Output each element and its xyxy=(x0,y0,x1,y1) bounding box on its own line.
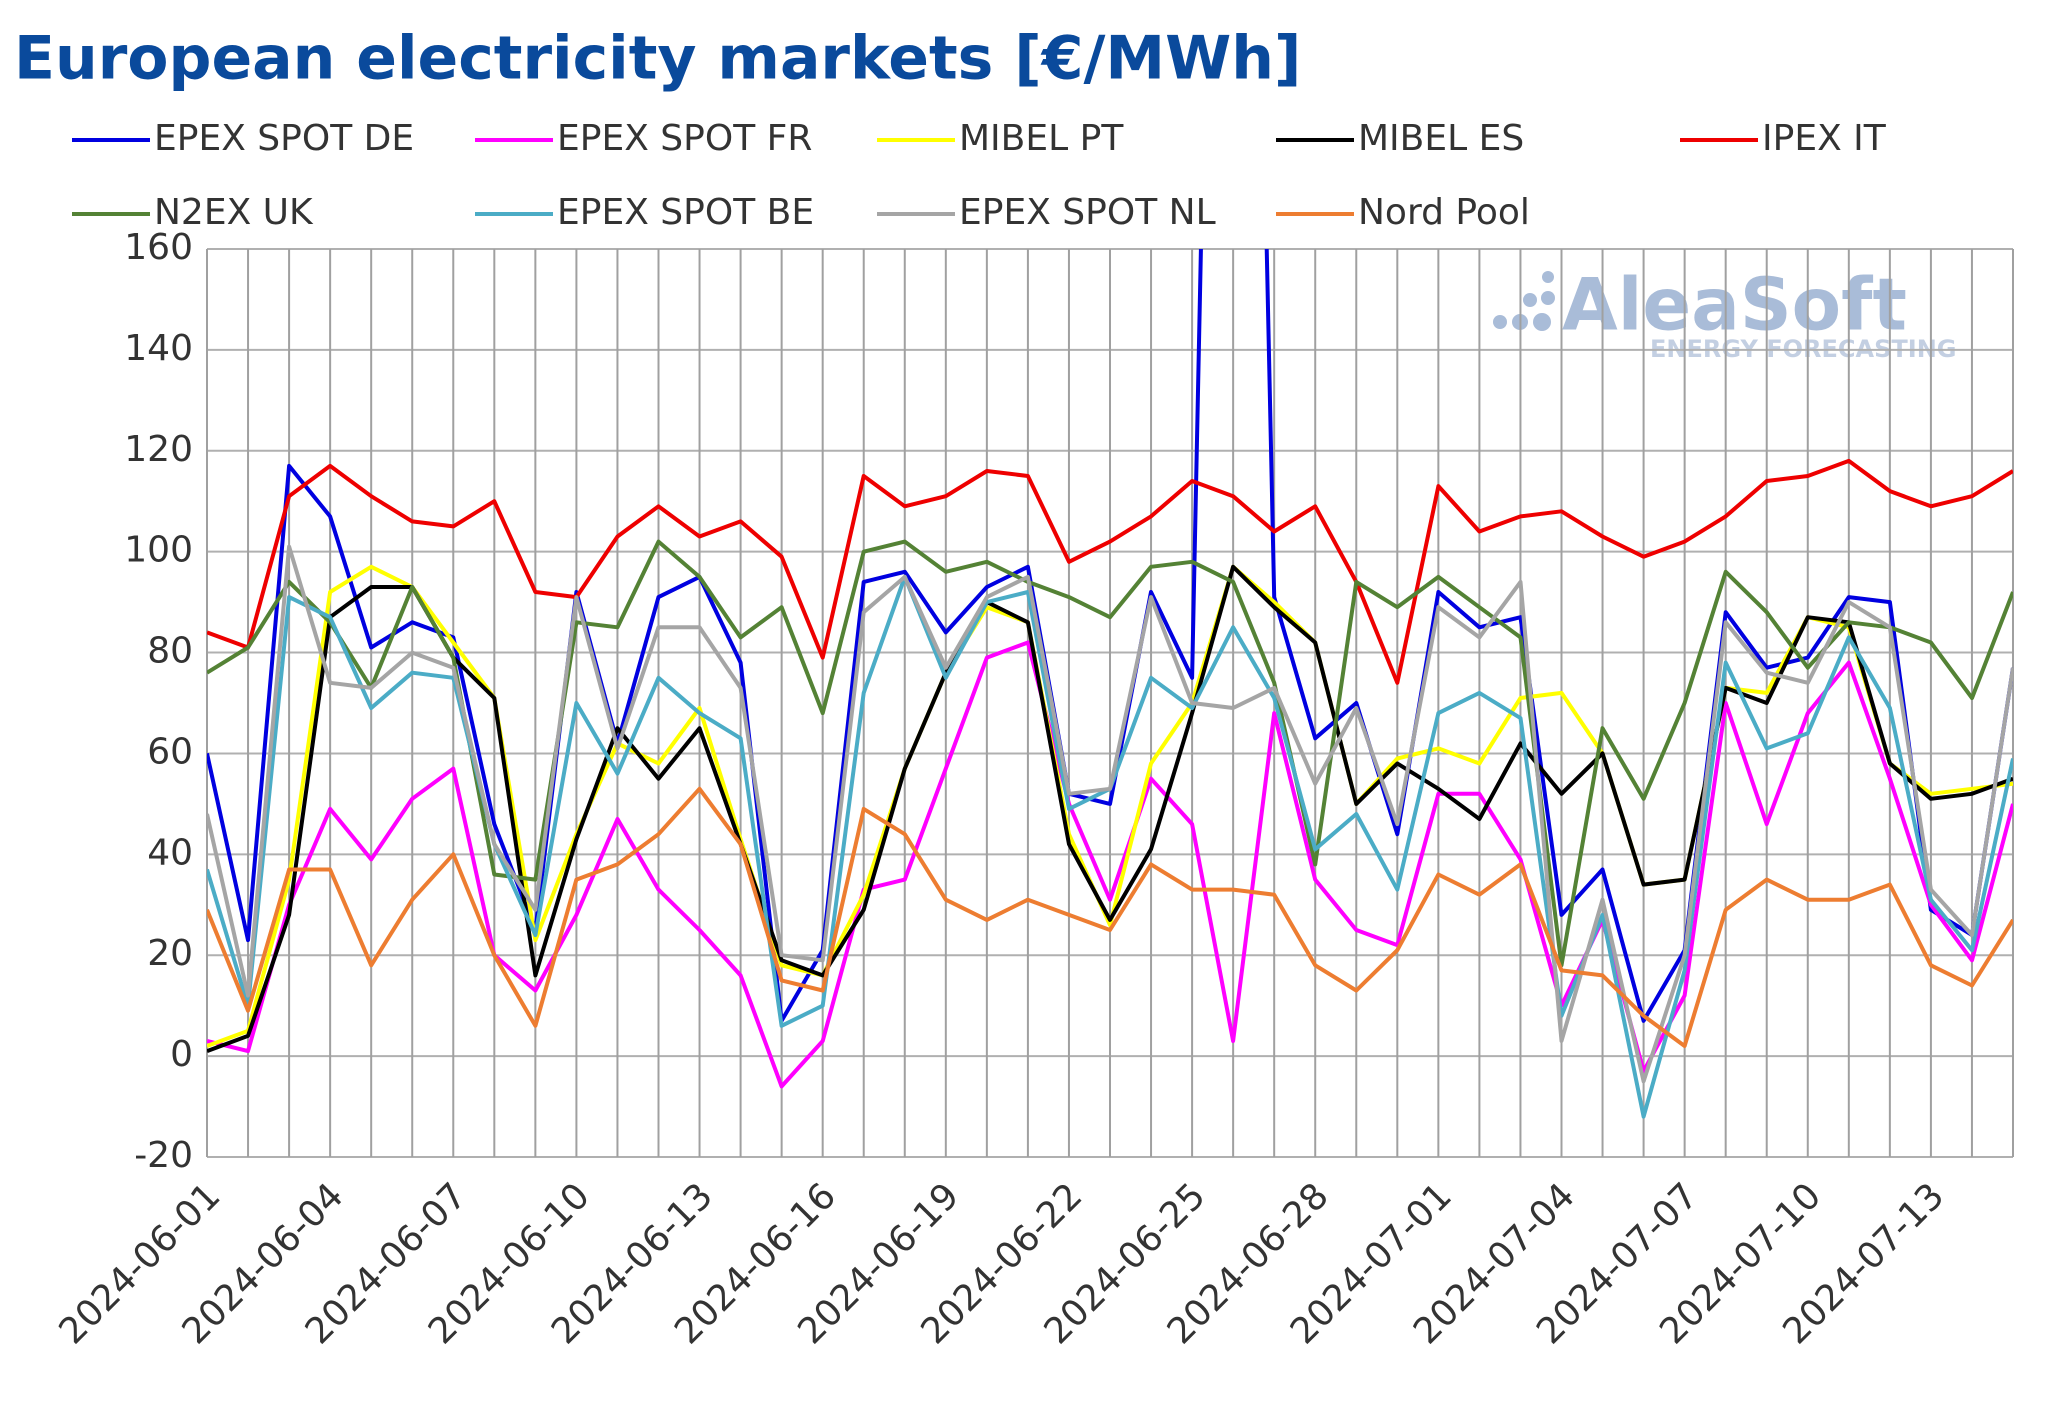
series-line xyxy=(207,786,2013,1048)
legend-label: EPEX SPOT FR xyxy=(557,118,812,159)
legend-label: MIBEL ES xyxy=(1358,118,1524,159)
y-tick-label: 160 xyxy=(124,227,193,268)
y-tick-label: 40 xyxy=(147,832,193,873)
legend-label: EPEX SPOT NL xyxy=(959,192,1216,233)
watermark-brand: AleaSoft xyxy=(1562,263,1907,347)
y-tick-label: 140 xyxy=(124,328,193,369)
series-line xyxy=(207,544,2013,1084)
y-tick-label: 120 xyxy=(124,429,193,470)
y-tick-label: -20 xyxy=(134,1135,193,1176)
y-tick-label: 60 xyxy=(147,731,193,772)
y-tick-label: 0 xyxy=(170,1034,193,1075)
y-tick-label: 20 xyxy=(147,933,193,974)
legend-label: Nord Pool xyxy=(1358,192,1530,233)
legend-label: EPEX SPOT BE xyxy=(557,192,814,233)
legend-label: MIBEL PT xyxy=(959,118,1124,159)
chart-title: European electricity markets [€/MWh] xyxy=(14,24,1301,94)
watermark-dots xyxy=(1493,271,1555,331)
legend-label: IPEX IT xyxy=(1762,118,1887,159)
series-line xyxy=(207,458,2013,685)
legend-label: EPEX SPOT DE xyxy=(154,118,414,159)
series-line xyxy=(207,640,2013,1089)
y-tick-label: 80 xyxy=(147,631,193,672)
grid xyxy=(206,248,2014,1158)
legend-label: N2EX UK xyxy=(154,192,314,233)
y-tick-label: 100 xyxy=(124,530,193,571)
